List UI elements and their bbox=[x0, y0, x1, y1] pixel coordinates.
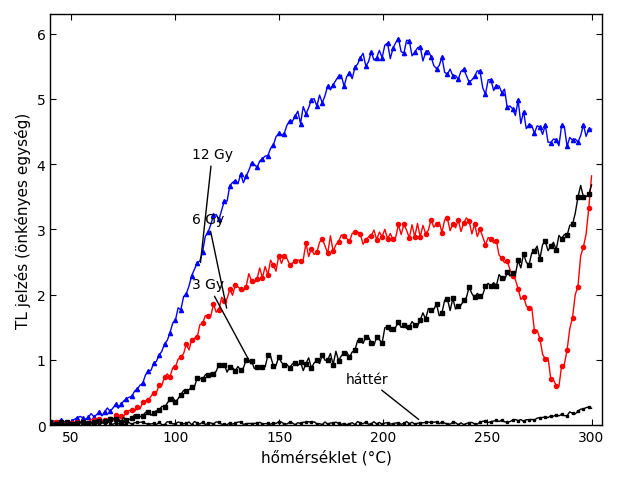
Text: 6 Gy: 6 Gy bbox=[192, 212, 227, 309]
Text: 3 Gy: 3 Gy bbox=[192, 277, 251, 364]
Y-axis label: TL jelzés (önkényes egység): TL jelzés (önkényes egység) bbox=[15, 112, 31, 328]
X-axis label: hőmérséklet (°C): hőmérséklet (°C) bbox=[261, 450, 392, 465]
Text: háttér: háttér bbox=[346, 372, 419, 420]
Text: 12 Gy: 12 Gy bbox=[192, 147, 233, 263]
